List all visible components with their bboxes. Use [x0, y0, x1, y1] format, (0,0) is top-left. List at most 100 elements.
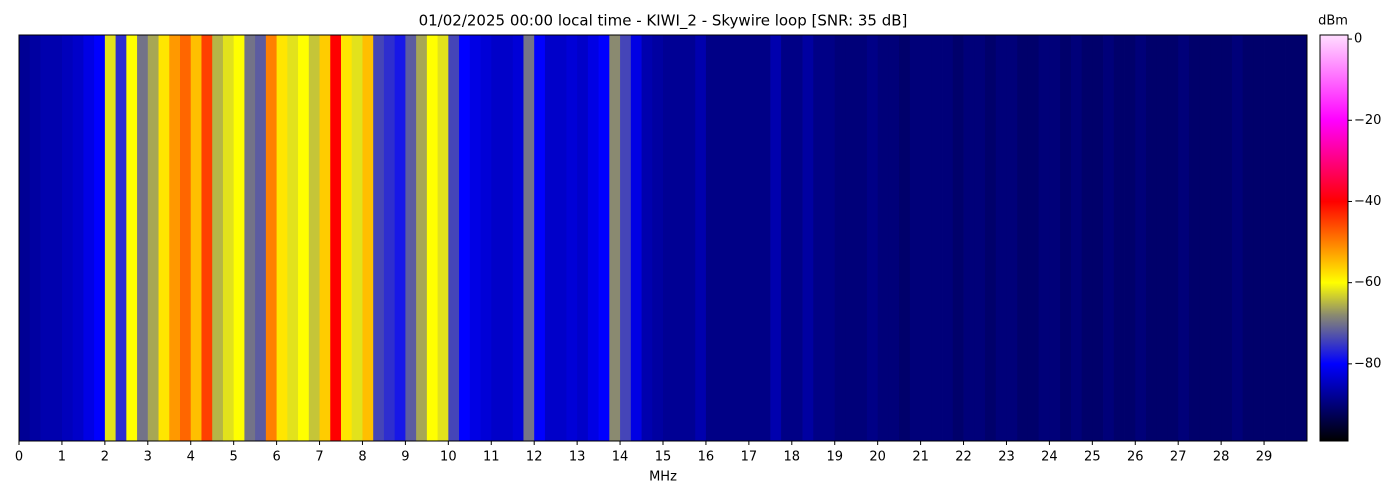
heat-cell	[1178, 35, 1190, 441]
heat-cell	[791, 35, 803, 441]
heat-cell	[512, 35, 524, 441]
heat-cell	[899, 35, 911, 441]
x-tick-label: 23	[998, 450, 1015, 465]
heat-cell	[813, 35, 825, 441]
x-tick-label: 26	[1127, 450, 1144, 465]
heat-cell	[1242, 35, 1254, 441]
x-tick-label: 18	[784, 450, 801, 465]
heat-cell	[1092, 35, 1104, 441]
heat-cell	[587, 35, 599, 441]
heat-cell	[866, 35, 879, 441]
heat-cell	[201, 35, 213, 441]
x-axis-label: MHz	[649, 470, 677, 485]
heat-cell	[394, 35, 406, 441]
heat-cell	[19, 35, 31, 441]
heat-cell	[598, 35, 610, 441]
heat-cell	[426, 35, 438, 441]
heat-cell	[1146, 35, 1158, 441]
heat-cell	[555, 35, 567, 441]
heat-cell	[244, 35, 256, 441]
colorbar-tick-label: −20	[1354, 113, 1381, 128]
heat-cell	[222, 35, 235, 441]
heat-cell	[748, 35, 760, 441]
heat-cell	[1049, 35, 1061, 441]
heat-cell	[405, 35, 417, 441]
heat-cell	[233, 35, 245, 441]
heat-cell	[609, 35, 621, 441]
x-tick-label: 2	[101, 450, 109, 465]
heat-cell	[1006, 35, 1018, 441]
heat-cell	[416, 35, 428, 441]
heat-cell	[888, 35, 900, 441]
x-tick-label: 27	[1170, 450, 1187, 465]
heat-cell	[126, 35, 138, 441]
x-tick-label: 25	[1084, 450, 1101, 465]
heat-cell	[952, 35, 964, 441]
heat-cell	[770, 35, 782, 441]
heat-cell	[738, 35, 750, 441]
x-tick-label: 4	[187, 450, 195, 465]
heat-cell	[620, 35, 632, 441]
heat-cell	[577, 35, 589, 441]
heat-cell	[1135, 35, 1147, 441]
heat-cell	[373, 35, 385, 441]
heat-cell	[190, 35, 202, 441]
heat-cell	[491, 35, 503, 441]
heat-cell	[909, 35, 921, 441]
colorbar-tick-label: −40	[1354, 194, 1381, 209]
heat-cell	[1070, 35, 1082, 441]
heat-cell	[169, 35, 181, 441]
heat-cell	[1199, 35, 1211, 441]
heat-cell	[115, 35, 127, 441]
heat-cell	[1038, 35, 1050, 441]
heat-cell	[544, 35, 557, 441]
heat-cell	[845, 35, 857, 441]
x-tick-label: 5	[230, 450, 238, 465]
colorbar-tick-label: −80	[1354, 356, 1381, 371]
heat-cell	[1221, 35, 1233, 441]
chart-title: 01/02/2025 00:00 local time - KIWI_2 - S…	[419, 12, 908, 31]
heat-cell	[641, 35, 653, 441]
heat-cell	[383, 35, 396, 441]
heat-cell	[212, 35, 224, 441]
heat-cell	[180, 35, 192, 441]
heat-cell	[727, 35, 739, 441]
heat-cell	[298, 35, 310, 441]
heat-cell	[1081, 35, 1093, 441]
x-tick-label: 22	[955, 450, 972, 465]
heat-cell	[1156, 35, 1168, 441]
colorbar-tick-label: −60	[1354, 275, 1381, 290]
heat-cell	[663, 35, 675, 441]
colorbar-label: dBm	[1318, 14, 1348, 29]
x-tick-label: 12	[526, 450, 543, 465]
heat-cell	[502, 35, 514, 441]
heat-cell	[319, 35, 331, 441]
x-tick-label: 11	[483, 450, 500, 465]
heat-cell	[459, 35, 471, 441]
heat-cell	[1274, 35, 1286, 441]
heat-cell	[437, 35, 449, 441]
heat-cell	[1167, 35, 1179, 441]
colorbar	[1319, 34, 1349, 442]
heat-cell	[1027, 35, 1040, 441]
x-tick-label: 9	[401, 450, 409, 465]
heat-cell	[985, 35, 997, 441]
heat-cell	[94, 35, 106, 441]
x-tick-label: 6	[272, 450, 280, 465]
heat-cell	[29, 35, 41, 441]
x-tick-label: 1	[58, 450, 66, 465]
heat-cell	[802, 35, 814, 441]
heat-cell	[684, 35, 696, 441]
colorbar-tick-label: 0	[1354, 32, 1362, 47]
heat-cell	[566, 35, 578, 441]
heat-cell	[287, 35, 299, 441]
x-tick-label: 14	[612, 450, 629, 465]
x-tick-label: 15	[655, 450, 672, 465]
x-tick-label: 21	[912, 450, 929, 465]
heat-cell	[1285, 35, 1297, 441]
x-tick-label: 29	[1256, 450, 1273, 465]
heat-cell	[824, 35, 836, 441]
x-tick-label: 19	[826, 450, 843, 465]
heat-cell	[265, 35, 277, 441]
